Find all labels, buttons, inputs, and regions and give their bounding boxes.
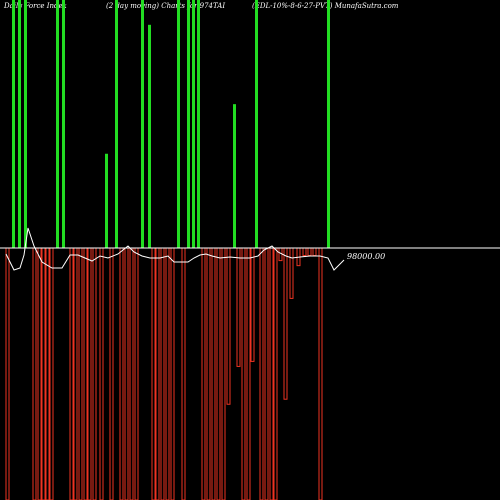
negative-bar-8 [49, 247, 54, 500]
negative-bar-13 [78, 247, 83, 500]
positive-bar-48 [255, 0, 258, 248]
positive-bar-10 [62, 0, 65, 248]
negative-bar-44 [236, 247, 241, 367]
positive-bar-18 [105, 153, 108, 248]
negative-bar-57 [302, 247, 307, 257]
negative-bar-46 [246, 247, 251, 500]
positive-bar-25 [141, 0, 144, 248]
negative-bar-55 [289, 247, 294, 299]
header-title-middle: (2 day moving) Charts for 974TAI [106, 2, 226, 10]
negative-bar-24 [134, 247, 139, 500]
negative-bar-27 [151, 247, 156, 500]
positive-bar-43 [233, 104, 236, 248]
positive-bar-3 [24, 0, 27, 248]
negative-bar-52 [273, 247, 278, 500]
negative-bar-12 [73, 247, 78, 500]
negative-bar-5 [37, 247, 42, 500]
negative-bar-30 [165, 247, 170, 500]
negative-bar-0 [5, 247, 10, 500]
positive-bar-1 [12, 0, 15, 248]
negative-bar-49 [259, 247, 264, 500]
negative-bar-54 [283, 247, 288, 400]
negative-bar-47 [250, 247, 255, 362]
positive-bar-2 [18, 0, 21, 248]
positive-bar-20 [115, 0, 118, 248]
header-title-right: (EDL-10%-8-6-27-PVT) MunafaSutra.com [252, 2, 399, 10]
negative-bar-59 [312, 247, 317, 257]
negative-bar-7 [45, 247, 50, 500]
positive-bar-9 [56, 0, 59, 248]
negative-bar-41 [221, 247, 226, 500]
negative-bar-28 [155, 247, 160, 500]
negative-bar-33 [181, 247, 186, 500]
header-title-left: Daily Force Index [4, 2, 67, 10]
negative-bar-17 [99, 247, 104, 500]
positive-bar-32 [177, 0, 180, 248]
negative-bar-60 [318, 247, 323, 500]
negative-bar-31 [170, 247, 175, 500]
negative-bar-15 [87, 247, 92, 500]
negative-bar-23 [129, 247, 134, 500]
negative-bar-58 [307, 247, 312, 257]
positive-bar-36 [197, 0, 200, 248]
negative-bar-38 [206, 247, 211, 500]
negative-bar-42 [226, 247, 231, 405]
positive-bar-34 [187, 0, 190, 248]
negative-bar-21 [119, 247, 124, 500]
negative-bar-11 [69, 247, 74, 500]
force-index-line [5, 227, 345, 271]
bars-group [5, 0, 330, 500]
negative-bar-19 [109, 247, 114, 500]
negative-bar-22 [124, 247, 129, 500]
negative-bar-37 [201, 247, 206, 500]
negative-bar-4 [32, 247, 37, 500]
positive-bar-26 [148, 24, 151, 248]
negative-bar-39 [211, 247, 216, 500]
positive-bar-61 [327, 0, 330, 248]
price-label: 98000.00 [347, 252, 386, 261]
negative-bar-16 [92, 247, 97, 500]
negative-bar-14 [83, 247, 88, 500]
negative-bar-6 [41, 247, 46, 500]
positive-bar-35 [192, 0, 195, 248]
negative-bar-40 [216, 247, 221, 500]
negative-bar-29 [160, 247, 165, 500]
negative-bar-50 [264, 247, 269, 500]
negative-bar-51 [269, 247, 274, 500]
negative-bar-45 [241, 247, 246, 500]
